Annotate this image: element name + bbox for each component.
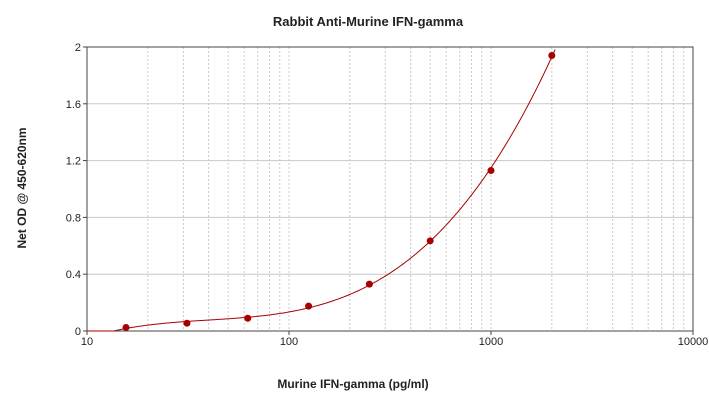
data-point: [244, 314, 252, 322]
data-point: [122, 323, 130, 331]
data-point: [305, 302, 313, 310]
x-tick-label: 10000: [678, 336, 709, 348]
x-tick-labels: 10 100 1000 10000: [81, 331, 708, 348]
data-point: [365, 280, 373, 288]
chart-title: Rabbit Anti-Murine IFN-gamma: [273, 14, 464, 29]
x-tick-label: 100: [280, 336, 298, 348]
plot-frame: [86, 46, 694, 332]
y-tick-label: 0: [75, 326, 81, 338]
y-axis-label: Net OD @ 450-620nm: [15, 127, 29, 248]
x-tick-label: 10: [81, 336, 93, 348]
data-points: [122, 52, 556, 331]
grid-layer: [87, 47, 693, 331]
y-tick-label: 1.6: [66, 99, 81, 111]
fit-curve: [87, 49, 556, 332]
x-axis-label: Murine IFN-gamma (pg/ml): [277, 377, 428, 391]
x-tick-label: 1000: [479, 336, 503, 348]
y-tick-label: 0.4: [66, 269, 81, 281]
data-point: [426, 237, 434, 245]
data-point: [183, 319, 191, 327]
y-tick-label: 0.8: [66, 212, 81, 224]
data-point: [548, 52, 556, 60]
data-point: [487, 167, 495, 175]
y-tick-labels: 0 0.4 0.8 1.2 1.6 2: [66, 42, 87, 338]
y-tick-label: 1.2: [66, 156, 81, 168]
y-tick-label: 2: [75, 42, 81, 54]
